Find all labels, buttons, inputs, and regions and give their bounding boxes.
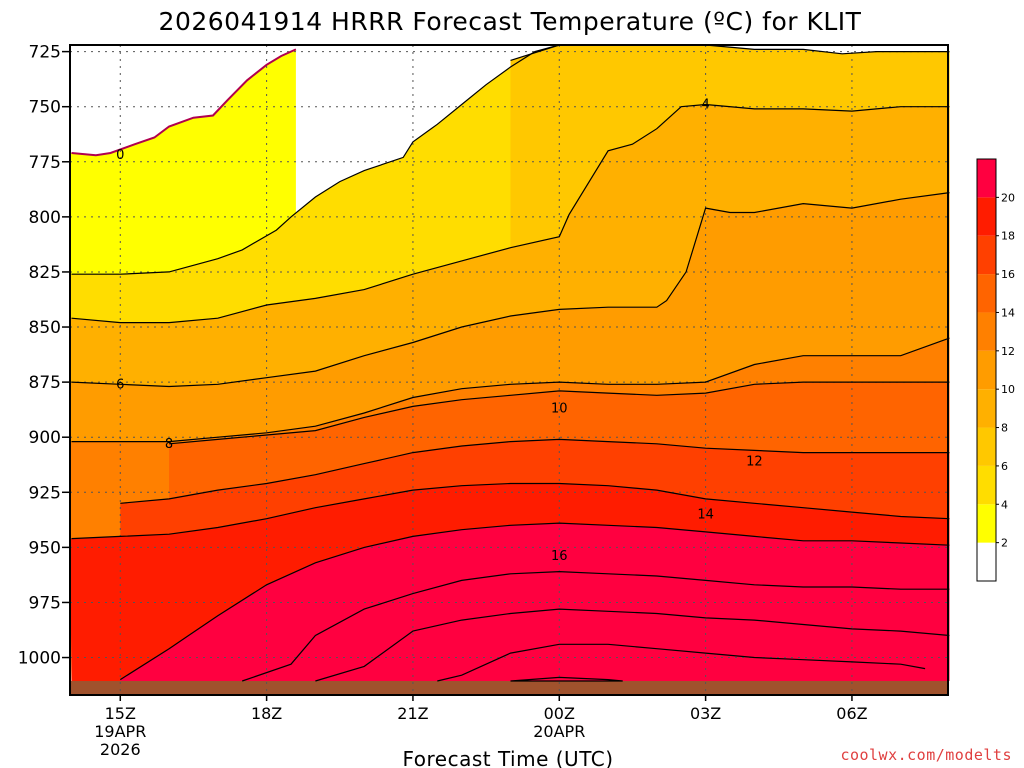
ground-surface <box>70 681 948 695</box>
y-tick-label: 925 <box>29 483 61 503</box>
y-axis: 725 750 775 800 825 850 875 900 925 950 975 1000 <box>18 43 70 669</box>
colorbar-label: 4 <box>1001 498 1008 511</box>
colorbar-swatch <box>977 504 996 543</box>
y-tick-label: 725 <box>29 43 61 63</box>
contour-labels: 0 4 6 8 10 12 14 16 <box>116 97 763 564</box>
colorbar-swatch <box>977 389 996 428</box>
y-tick-label: 875 <box>29 373 61 393</box>
contour-label-16: 16 <box>551 549 568 564</box>
x-tick-label: 15Z <box>105 704 136 723</box>
colorbar-label: 2 <box>1001 537 1008 550</box>
colorbar-label: 16 <box>1001 268 1015 281</box>
isotherm-16 <box>71 482 950 540</box>
colorbar-swatch <box>977 274 996 313</box>
colorbar-swatch <box>977 197 996 236</box>
y-tick-label: 975 <box>29 593 61 613</box>
contour-label-8: 8 <box>165 437 173 452</box>
isotherm-6 <box>71 103 950 324</box>
x-tick-label: 2026 <box>100 740 141 759</box>
colorbar-swatch <box>977 542 996 581</box>
isotherm-2 <box>71 44 560 275</box>
contour-label-0: 0 <box>116 148 124 163</box>
x-tick-label: 19APR <box>94 722 146 741</box>
x-tick-label: 20APR <box>533 722 585 741</box>
isotherm-20 <box>437 643 926 682</box>
x-tick-label: 03Z <box>690 704 721 723</box>
isotherm-18 <box>242 570 950 682</box>
temp-band-22-13 <box>510 677 623 681</box>
contour-label-4: 4 <box>701 97 709 112</box>
colorbar-label: 10 <box>1001 383 1015 396</box>
y-tick-label: 850 <box>29 318 61 338</box>
credit-text: coolwx.com/modelts <box>840 746 1012 764</box>
colorbar-swatch <box>977 312 996 351</box>
y-tick-label: 1000 <box>18 649 61 669</box>
colorbar-swatch <box>977 159 996 198</box>
y-tick-label: 800 <box>29 208 61 228</box>
chart-title: 2026041914 HRRR Forecast Temperature (ºC… <box>159 7 862 36</box>
x-tick-label: 18Z <box>251 704 282 723</box>
isotherm-0 <box>71 48 297 157</box>
contour-label-14: 14 <box>697 507 714 522</box>
x-tick-label: 21Z <box>397 704 428 723</box>
isotherm-22 <box>510 676 623 682</box>
isotherm-12 <box>169 381 950 445</box>
colorbar-label: 18 <box>1001 230 1015 243</box>
temp-band-20-12 <box>437 644 926 681</box>
colorbar-label: 12 <box>1001 345 1015 358</box>
isotherm-14 <box>120 438 950 504</box>
colorbar-frame <box>976 158 997 582</box>
contour-label-6: 6 <box>116 377 124 392</box>
colorbar: 2 4 6 8 10 12 14 16 18 20 <box>976 158 1015 582</box>
colorbar-swatch <box>977 427 996 466</box>
colorbar-label: 6 <box>1001 460 1008 473</box>
y-tick-label: 750 <box>29 98 61 118</box>
isotherm-18 <box>119 522 950 681</box>
contour-label-12: 12 <box>746 454 763 469</box>
y-tick-label: 825 <box>29 263 61 283</box>
colorbar-swatch <box>977 465 996 505</box>
contour-label-10: 10 <box>551 402 568 417</box>
colorbar-label: 14 <box>1001 306 1015 319</box>
plot-frame <box>69 44 949 696</box>
colorbar-label: 8 <box>1001 422 1008 435</box>
isotherm-8 <box>71 192 950 388</box>
y-tick-label: 775 <box>29 153 61 173</box>
x-tick-label: 00Z <box>544 704 575 723</box>
x-tick-label: 06Z <box>836 704 867 723</box>
colorbar-swatch <box>977 350 996 390</box>
x-axis-label: Forecast Time (UTC) <box>402 747 613 768</box>
colorbar-swatch <box>977 235 996 275</box>
plot-area: 0 4 6 8 10 12 14 16 <box>69 44 950 696</box>
isotherm-20 <box>315 608 950 682</box>
y-tick-label: 900 <box>29 428 61 448</box>
colorbar-label: 20 <box>1001 191 1015 204</box>
isotherm-10 <box>71 337 950 443</box>
y-tick-label: 950 <box>29 538 61 558</box>
temperature-fill-bands <box>70 45 950 681</box>
